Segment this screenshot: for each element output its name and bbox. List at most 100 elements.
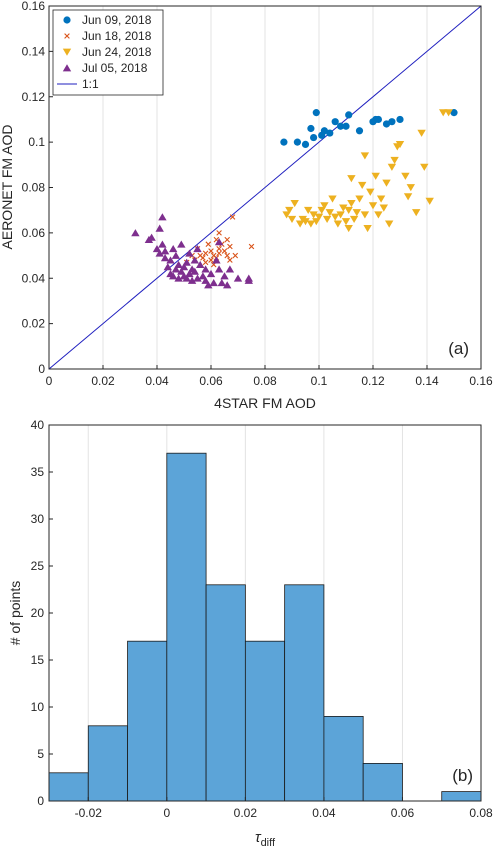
scatter-y-tick-label: 0.02: [22, 317, 46, 331]
scatter-point: [227, 243, 233, 250]
series-1-markers: [280, 109, 458, 148]
histogram-x-axis-label: τdiff: [255, 829, 276, 849]
legend-label: Jul 05, 2018: [82, 61, 148, 75]
scatter-x-tick-label: 0.16: [469, 374, 493, 388]
histogram-bar: [48, 772, 89, 802]
scatter-point: [185, 269, 194, 278]
scatter-markers: [131, 109, 458, 289]
scatter-point: [287, 215, 297, 224]
scatter-point-stroke-2: [221, 248, 228, 254]
scatter-point: [326, 129, 334, 137]
series-3-markers: [282, 109, 453, 233]
scatter-point: [206, 269, 216, 278]
legend-marker-swatch-stroke-2: [64, 33, 70, 39]
scatter-point: [349, 215, 359, 224]
scatter-y-tick-label: 0.08: [22, 181, 46, 195]
scatter-point: [214, 265, 224, 273]
scatter-point: [374, 115, 382, 124]
scatter-x-ticks: 0 0.02 0.04 0.06 0.08 0.1 0.12 0.14 0.16: [46, 365, 493, 388]
scatter-y-tick-label: 0.04: [22, 271, 46, 285]
scatter-x-tick-label: 0.06: [199, 374, 223, 388]
scatter-point: [202, 250, 209, 257]
one-to-one-line: [48, 5, 482, 370]
scatter-y-tick-label: 0.06: [22, 226, 46, 240]
scatter-point: [385, 220, 394, 228]
scatter-point: [403, 193, 413, 201]
scatter-point: [344, 224, 353, 233]
scatter-point: [360, 211, 370, 219]
scatter-point: [360, 152, 370, 160]
scatter-point: [371, 172, 380, 180]
scatter-point-stroke-2: [216, 250, 222, 257]
scatter-point: [202, 259, 209, 266]
scatter-point: [290, 200, 299, 208]
scatter-x-tick-label: 0.02: [91, 374, 115, 388]
scatter-point: [212, 256, 221, 264]
scatter-point: [216, 230, 222, 236]
scatter-point: [200, 255, 206, 261]
histogram-y-tick-label: 20: [31, 606, 45, 620]
scatter-point-stroke-2: [248, 243, 255, 250]
scatter-point: [347, 200, 356, 208]
legend-marker-swatch: [63, 16, 71, 24]
scatter-point: [169, 244, 178, 253]
scatter-point: [131, 229, 140, 237]
scatter-y-tick-label: 0.14: [22, 44, 46, 58]
scatter-point: [352, 209, 361, 217]
scatter-point-stroke-2: [205, 241, 212, 248]
scatter-point: [158, 240, 167, 248]
scatter-point: [309, 211, 318, 219]
panel-label-a: (a): [448, 339, 469, 358]
legend-label: Jun 18, 2018: [82, 29, 152, 43]
scatter-point-stroke-2: [216, 245, 222, 252]
scatter-point: [177, 240, 186, 248]
one-to-one-line-layer: [48, 5, 482, 370]
scatter-point: [390, 156, 399, 165]
scatter-point: [331, 118, 339, 126]
scatter-point: [208, 257, 214, 263]
histogram-bar: [87, 725, 128, 802]
scatter-x-tick-label: 0: [46, 374, 53, 388]
scatter-point: [223, 281, 232, 289]
scatter-point: [220, 272, 229, 280]
scatter-y-ticks: 0 0.02 0.04 0.06 0.08 0.1 0.12 0.14 0.16: [22, 0, 53, 376]
scatter-point: [406, 184, 415, 192]
scatter-point: [216, 245, 222, 252]
scatter-point: [204, 281, 213, 289]
scatter-point: [217, 279, 226, 287]
scatter-point: [388, 118, 396, 126]
scatter-point: [301, 140, 310, 148]
scatter-point-stroke-2: [224, 236, 230, 243]
legend-entry: Jun 18, 2018: [64, 29, 152, 43]
scatter-point-stroke-2: [227, 257, 233, 263]
scatter-point: [312, 109, 320, 117]
scatter-point-stroke-2: [197, 252, 203, 259]
scatter-point: [209, 279, 218, 287]
scatter-point: [190, 256, 199, 264]
histogram-bar: [441, 791, 482, 802]
scatter-point: [233, 274, 243, 282]
legend-entry: Jul 05, 2018: [62, 61, 148, 75]
scatter-point: [450, 109, 458, 117]
scatter-point: [166, 256, 175, 264]
scatter-point: [339, 204, 348, 212]
scatter-point: [158, 213, 167, 221]
scatter-point: [363, 224, 372, 233]
scatter-point: [328, 195, 337, 203]
scatter-point: [379, 204, 388, 212]
histogram-y-tick-label: 0: [37, 794, 44, 808]
scatter-point: [306, 220, 316, 228]
scatter-point: [412, 209, 421, 217]
scatter-point: [187, 276, 197, 284]
scatter-point: [152, 244, 162, 253]
scatter-x-tick-label: 0.1: [311, 374, 328, 388]
histogram-x-tick-label: 0.02: [234, 806, 258, 820]
scatter-point-stroke-2: [227, 243, 233, 250]
histogram-x-ticks: -0.02 0 0.02 0.04 0.06 0.08: [75, 797, 493, 820]
scatter-point: [347, 175, 356, 183]
scatter-point: [225, 265, 235, 273]
scatter-point: [190, 267, 199, 275]
scatter-point: [182, 274, 191, 282]
histogram-y-tick-label: 35: [31, 465, 45, 479]
legend-marker-swatch: [62, 64, 72, 72]
